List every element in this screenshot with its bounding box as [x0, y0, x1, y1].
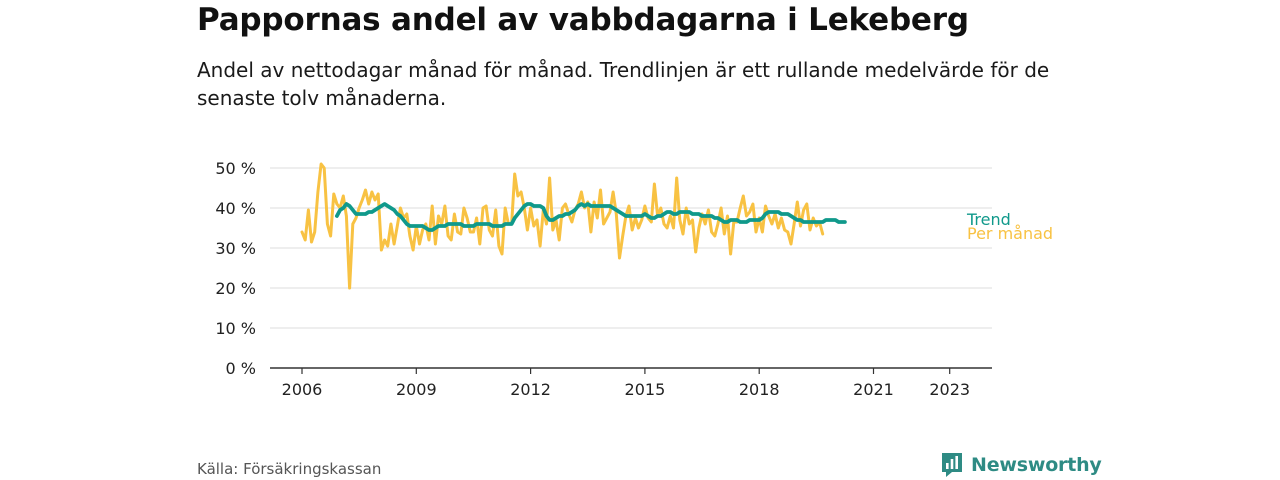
newsworthy-chart-icon [942, 453, 962, 477]
series-label-trend: Trend [966, 210, 1011, 229]
y-tick-label: 0 % [226, 359, 256, 378]
series-line-per-manad [300, 162, 825, 290]
gridlines [270, 167, 992, 329]
chart-title: Pappornas andel av vabbdagarna i Lekeber… [197, 2, 969, 38]
x-tick-label: 2021 [853, 380, 894, 399]
x-axis: 2006 2009 2012 2015 2018 2021 2023 [270, 367, 992, 399]
y-tick-label: 10 % [215, 319, 256, 338]
line-chart: 0 % 10 % 20 % 30 % 40 % 50 % 2006 2009 2012 2015… [215, 159, 1053, 399]
series-line-trend [334, 202, 847, 232]
x-tick-label: 2018 [739, 380, 780, 399]
chart-subtitle: Andel av nettodagar månad för månad. Tre… [197, 58, 1050, 110]
x-tick-label: 2009 [396, 380, 437, 399]
x-tick-label: 2006 [282, 380, 323, 399]
y-axis-ticks: 0 % 10 % 20 % 30 % 40 % 50 % [215, 159, 256, 378]
source-note: Källa: Försäkringskassan [197, 460, 382, 478]
y-tick-label: 50 % [215, 159, 256, 178]
x-tick-label: 2012 [510, 380, 551, 399]
newsworthy-logo: Newsworthy [940, 451, 1102, 479]
y-tick-label: 40 % [215, 199, 256, 218]
x-tick-label: 2015 [625, 380, 666, 399]
y-tick-label: 20 % [215, 279, 256, 298]
series-lines [300, 162, 847, 290]
y-tick-label: 30 % [215, 239, 256, 258]
x-tick-label: 2023 [929, 380, 970, 399]
series-label-per-manad: Per månad [967, 224, 1053, 243]
brand-name: Newsworthy [971, 454, 1102, 476]
series-labels: Trend Per månad [966, 210, 1053, 243]
